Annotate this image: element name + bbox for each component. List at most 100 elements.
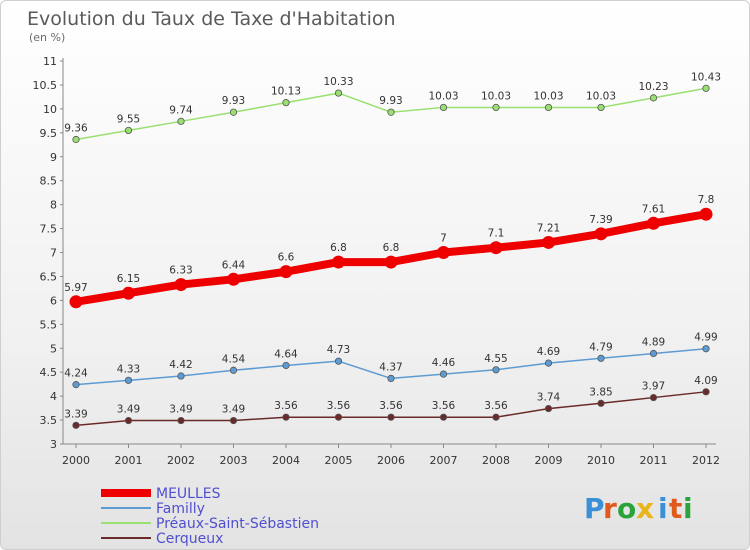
data-point (124, 126, 133, 135)
data-point (492, 413, 500, 421)
data-label: 9.74 (169, 104, 193, 116)
data-point (489, 241, 503, 255)
legend-label: Cerqueux (156, 531, 223, 547)
data-point (492, 366, 500, 374)
y-tick-label: 3.5 (40, 414, 58, 427)
legend-item: Familly (101, 501, 205, 517)
legend-label: Préaux-Saint-Sébastien (156, 516, 319, 532)
data-label: 4.55 (484, 353, 507, 365)
y-tick-label: 7 (50, 247, 57, 260)
data-label: 4.73 (327, 344, 350, 356)
proxiti-logo: Pr o x i t i (584, 492, 693, 525)
legend-item: Préaux-Saint-Sébastien (101, 516, 319, 532)
data-point (544, 103, 553, 112)
data-point (124, 416, 133, 425)
data-label: 10.43 (691, 71, 721, 83)
data-point (387, 108, 395, 116)
data-point (544, 404, 553, 413)
logo-letter: t (669, 492, 682, 525)
y-tick-label: 6 (50, 294, 57, 307)
data-point (279, 265, 293, 279)
legend: MEULLESFamillyPréaux-Saint-SébastienCerq… (101, 486, 319, 547)
data-label: 10.03 (428, 90, 458, 102)
data-label: 7 (440, 233, 447, 245)
data-label: 4.24 (64, 368, 88, 380)
y-tick-label: 5 (50, 342, 57, 355)
logo-letter: P (584, 492, 605, 525)
series-pr-aux-saint-s-bastien: 9.36 9.55 9.74 9.93 10.13 10.33 9.93 10.03 10.03… (64, 71, 721, 144)
data-label: 10.13 (271, 86, 301, 98)
x-tick-label: 2000 (62, 454, 90, 467)
data-point (282, 361, 290, 370)
logo-letter: i (683, 492, 693, 525)
data-label: 5.97 (64, 282, 87, 294)
data-label: 4.42 (169, 359, 192, 371)
y-tick-label: 7.5 (40, 223, 58, 236)
legend-label: MEULLES (156, 486, 221, 502)
data-label: 10.03 (481, 90, 511, 102)
data-label: 3.85 (589, 386, 612, 398)
x-tick-label: 2004 (272, 454, 300, 467)
series-cerqueux: 3.39 3.49 3.49 3.49 3.56 3.56 3.56 3.56 3.56 3.74… (64, 375, 718, 429)
data-label: 10.33 (323, 76, 353, 88)
data-point (597, 103, 605, 112)
y-tick-label: 11 (43, 55, 57, 68)
data-label: 6.8 (330, 242, 347, 254)
data-point (439, 103, 448, 112)
data-label: 4.79 (589, 341, 612, 353)
data-point (229, 366, 238, 374)
data-label: 4.46 (432, 357, 456, 369)
data-point (387, 374, 395, 383)
data-point (282, 99, 290, 107)
data-label: 3.56 (432, 400, 456, 412)
series-familly: 4.24 4.33 4.42 4.54 4.64 4.73 4.37 4.46 4.55 4.69… (64, 332, 718, 389)
legend-item: Cerqueux (101, 531, 223, 547)
data-label: 4.69 (537, 346, 560, 358)
x-tick-label: 2010 (587, 454, 615, 467)
data-point (437, 246, 450, 259)
x-tick-label: 2006 (377, 454, 405, 467)
y-tick-label: 9 (50, 151, 57, 164)
data-label: 4.54 (222, 353, 246, 365)
data-point (649, 393, 658, 402)
data-label: 4.09 (694, 375, 717, 387)
data-label: 3.49 (117, 404, 140, 416)
x-tick-label: 2009 (535, 454, 563, 467)
data-label: 3.56 (379, 400, 403, 412)
axes: 33.544.555.566.577.588.599.51010.5112000… (33, 55, 721, 467)
data-point (177, 117, 185, 125)
y-tick-label: 3 (50, 438, 57, 451)
data-point (647, 216, 660, 230)
x-tick-label: 2003 (220, 454, 248, 467)
data-point (334, 89, 343, 97)
data-label: 6.8 (383, 242, 400, 254)
data-point (72, 135, 80, 144)
data-point (72, 381, 80, 389)
data-point (124, 376, 133, 384)
data-label: 10.03 (586, 90, 616, 102)
x-tick-label: 2007 (430, 454, 458, 467)
x-tick-label: 2005 (325, 454, 353, 467)
data-label: 6.15 (117, 273, 140, 285)
data-point (227, 272, 240, 286)
series-layer: 5.97 6.15 6.33 6.44 6.6 6.8 6.8 7 7.1 7.21 7.39 7.6… (64, 71, 721, 429)
data-label: 3.97 (642, 381, 665, 393)
x-tick-label: 2011 (640, 454, 668, 467)
data-point (384, 255, 398, 269)
data-label: 10.03 (533, 90, 563, 102)
data-point (594, 227, 608, 241)
data-point (334, 413, 343, 421)
data-label: 3.49 (169, 404, 192, 416)
data-label: 4.37 (379, 361, 402, 373)
logo-letter: x (636, 492, 654, 525)
data-point (334, 357, 343, 365)
data-label: 4.89 (642, 337, 665, 349)
data-point (597, 399, 605, 407)
data-point (597, 354, 605, 362)
y-tick-label: 10 (43, 103, 57, 116)
data-label: 7.21 (537, 222, 560, 234)
y-tick-label: 8 (50, 199, 57, 212)
logo-letter: o (617, 492, 636, 525)
y-tick-label: 5.5 (40, 318, 58, 331)
data-point (542, 235, 555, 249)
